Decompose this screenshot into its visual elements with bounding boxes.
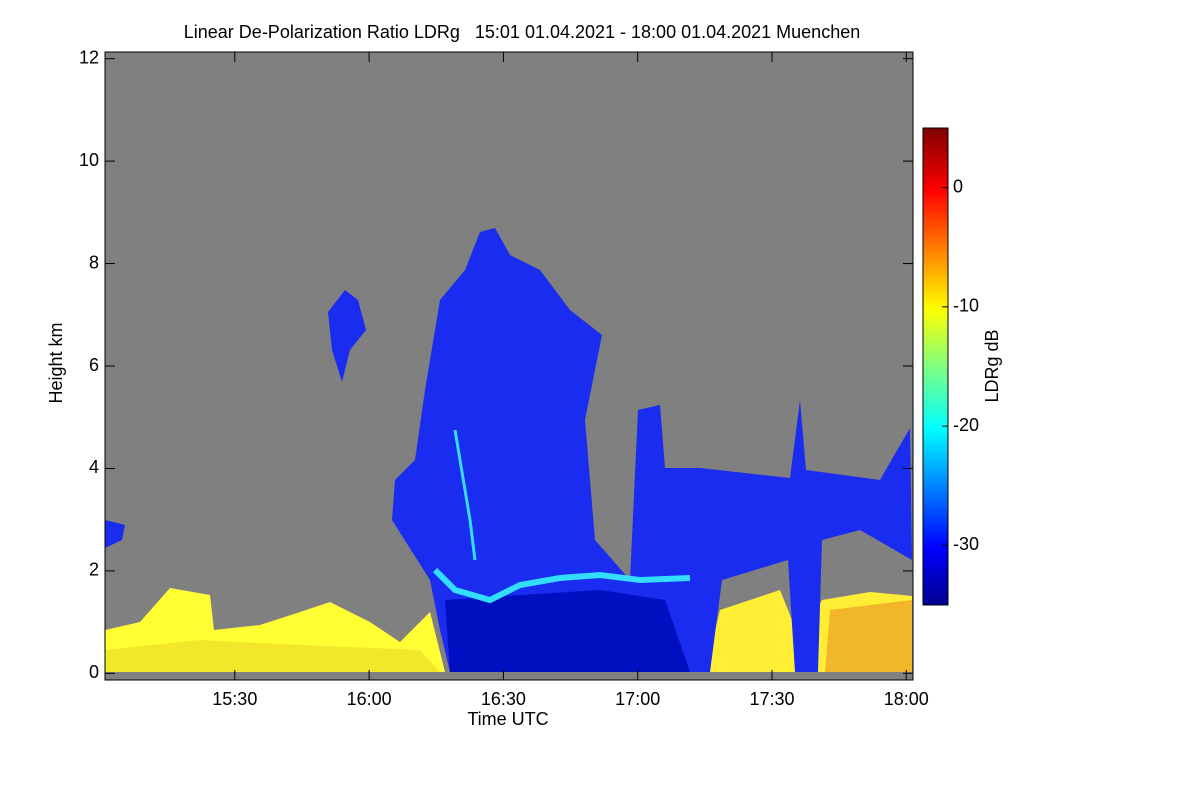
- x-tick-label: 15:30: [212, 689, 257, 709]
- boundary-layer-core: [105, 640, 440, 672]
- colorbar-tick-label: 0: [953, 176, 963, 196]
- y-tick-label: 2: [89, 560, 99, 580]
- y-tick-label: 6: [89, 355, 99, 375]
- cloud: [392, 228, 912, 672]
- cloud-core: [445, 590, 690, 672]
- melting-layer: [432, 567, 691, 604]
- colorbar-tick-label: -30: [953, 534, 979, 554]
- y-tick-label: 12: [79, 47, 99, 67]
- x-tick-label: 16:30: [481, 689, 526, 709]
- y-axis-label: Height km: [46, 322, 66, 403]
- chart-title: Linear De-Polarization Ratio LDRg 15:01 …: [184, 22, 860, 42]
- x-tick-label: 17:30: [749, 689, 794, 709]
- colorbar-label: LDRg dB: [982, 329, 1002, 402]
- colorbar-tick-label: -20: [953, 415, 979, 435]
- boundary-layer-core: [825, 600, 912, 672]
- fallstreak: [453, 429, 477, 561]
- colorbar: [922, 127, 949, 606]
- field-image: [105, 228, 912, 672]
- x-tick-label: 17:00: [615, 689, 660, 709]
- y-tick-label: 10: [79, 150, 99, 170]
- cloud: [328, 290, 366, 382]
- y-tick-label: 8: [89, 252, 99, 272]
- colorbar-tick-label: -10: [953, 296, 979, 316]
- y-tick-label: 0: [89, 662, 99, 682]
- cloud: [105, 520, 125, 548]
- x-tick-label: 18:00: [884, 689, 929, 709]
- x-tick-label: 16:00: [347, 689, 392, 709]
- y-tick-label: 4: [89, 457, 99, 477]
- x-axis-label: Time UTC: [467, 709, 548, 729]
